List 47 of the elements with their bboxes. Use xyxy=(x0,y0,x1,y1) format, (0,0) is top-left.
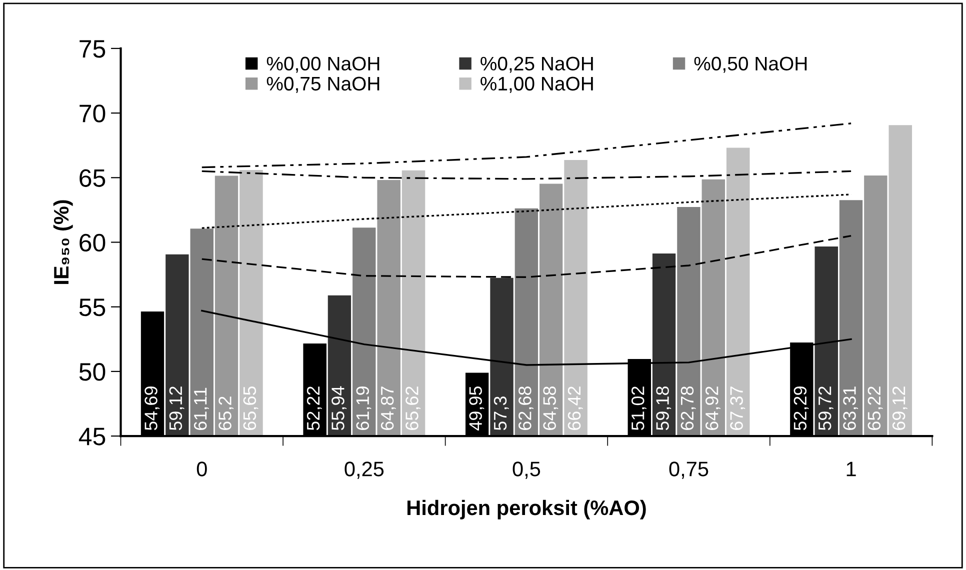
legend-label: %0,00 NaOH xyxy=(266,56,380,73)
line-series xyxy=(201,234,852,278)
data-label: 64,58 xyxy=(543,386,558,430)
legend-label: %0,25 NaOH xyxy=(480,56,593,73)
data-label: 52,22 xyxy=(306,386,322,430)
y-tick-label: 50 xyxy=(79,363,106,381)
data-label: 62,68 xyxy=(518,386,534,430)
legend-label: %1,00 NaOH xyxy=(480,76,593,93)
y-tick-label: 75 xyxy=(80,40,106,58)
data-label: 61,19 xyxy=(356,386,372,430)
x-tick-label: 0,75 xyxy=(669,462,708,479)
data-label: 64,92 xyxy=(705,386,720,430)
data-label: 65,22 xyxy=(868,386,883,430)
data-label: 63,31 xyxy=(843,386,858,430)
data-label: 69,12 xyxy=(892,386,908,430)
data-label: 59,12 xyxy=(169,386,184,430)
y-tick-label: 45 xyxy=(78,428,106,446)
data-label: 61,11 xyxy=(194,388,209,430)
y-tick-label: 65 xyxy=(80,169,106,187)
data-label: 66,42 xyxy=(568,386,583,430)
line-series xyxy=(201,122,852,168)
data-label: 52,29 xyxy=(794,386,809,430)
y-tick-label: 60 xyxy=(80,234,106,252)
data-label: 49,95 xyxy=(469,386,484,430)
data-label: 59,18 xyxy=(656,386,672,430)
data-label: 57,3 xyxy=(494,396,509,430)
x-tick-label: 0,5 xyxy=(512,462,540,479)
y-axis-title: IE₉₅₀ (%) xyxy=(53,200,73,284)
data-label: 59,72 xyxy=(818,386,834,430)
data-label: 65,65 xyxy=(243,386,258,430)
legend-label: %0,75 NaOH xyxy=(266,76,380,93)
y-tick-label: 70 xyxy=(80,104,106,122)
x-axis-title: Hidrojen peroksit (%AO) xyxy=(407,500,646,520)
x-tick-label: 0 xyxy=(196,462,207,476)
data-label: 65,2 xyxy=(218,396,234,430)
data-label: 55,94 xyxy=(332,386,346,430)
data-label: 65,62 xyxy=(406,386,420,430)
data-label: 67,37 xyxy=(730,386,746,430)
data-label: 54,69 xyxy=(144,386,160,430)
line-series xyxy=(201,170,852,180)
data-label: 64,87 xyxy=(380,386,396,430)
data-label: 51,02 xyxy=(631,386,646,430)
data-label: 62,78 xyxy=(680,386,696,430)
x-tick-label: 1 xyxy=(846,462,856,476)
legend-label: %0,50 NaOH xyxy=(694,56,807,73)
y-tick-label: 55 xyxy=(79,298,106,316)
x-tick-label: 0,25 xyxy=(344,462,384,479)
